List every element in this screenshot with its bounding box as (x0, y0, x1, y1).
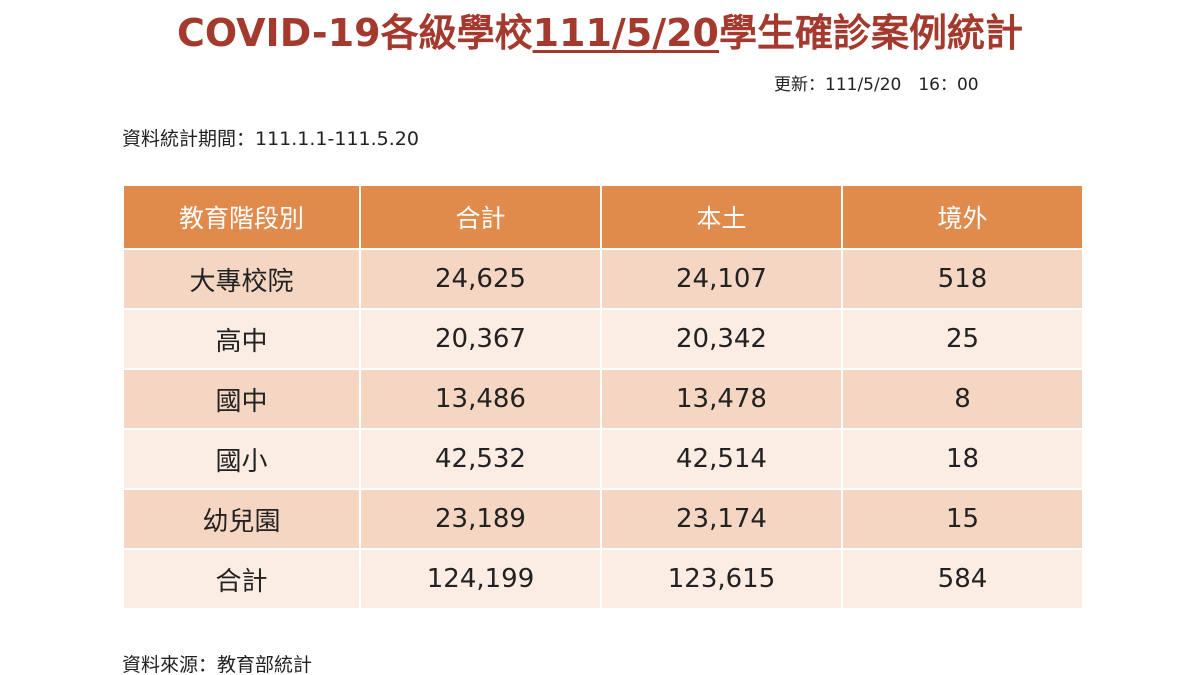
table-row: 高中 20,367 20,342 25 (122, 308, 1084, 370)
data-source-note: 資料來源：教育部統計 (122, 654, 313, 675)
cell-local: 24,107 (600, 248, 843, 310)
cell-stage: 高中 (122, 308, 361, 370)
cell-stage: 大專校院 (122, 248, 361, 310)
cell-local: 123,615 (600, 548, 843, 610)
cell-total: 24,625 (359, 248, 602, 310)
cell-stage: 國小 (122, 428, 361, 490)
table-header-row: 教育階段別 合計 本土 境外 (122, 184, 1084, 250)
cell-imported: 18 (841, 428, 1084, 490)
table-row: 國小 42,532 42,514 18 (122, 428, 1084, 490)
title-prefix: COVID-19各級學校 (176, 11, 533, 55)
cell-stage: 合計 (122, 548, 361, 610)
cell-local: 13,478 (600, 368, 843, 430)
header-cell-total: 合計 (359, 184, 602, 250)
cell-imported: 584 (841, 548, 1084, 610)
cell-total: 124,199 (359, 548, 602, 610)
header-cell-stage: 教育階段別 (122, 184, 361, 250)
page-title: COVID-19各級學校111/5/20學生確診案例統計 (0, 10, 1200, 56)
cases-table: 教育階段別 合計 本土 境外 大專校院 24,625 24,107 518 高中… (122, 184, 1084, 610)
cell-total: 13,486 (359, 368, 602, 430)
cell-imported: 15 (841, 488, 1084, 550)
header-cell-local: 本土 (600, 184, 843, 250)
cell-stage: 幼兒園 (122, 488, 361, 550)
updated-timestamp: 更新：111/5/20 16：00 (774, 75, 979, 95)
cell-imported: 518 (841, 248, 1084, 310)
cell-total: 42,532 (359, 428, 602, 490)
cell-imported: 8 (841, 368, 1084, 430)
cell-local: 42,514 (600, 428, 843, 490)
cell-total: 23,189 (359, 488, 602, 550)
cell-local: 23,174 (600, 488, 843, 550)
statistics-period: 資料統計期間：111.1.1-111.5.20 (122, 128, 419, 150)
title-date: 111/5/20 (532, 11, 719, 55)
header-cell-imported: 境外 (841, 184, 1084, 250)
table-row: 大專校院 24,625 24,107 518 (122, 248, 1084, 310)
table-row: 國中 13,486 13,478 8 (122, 368, 1084, 430)
cell-stage: 國中 (122, 368, 361, 430)
cell-imported: 25 (841, 308, 1084, 370)
cell-local: 20,342 (600, 308, 843, 370)
table-row: 幼兒園 23,189 23,174 15 (122, 488, 1084, 550)
cell-total: 20,367 (359, 308, 602, 370)
table-row-total: 合計 124,199 123,615 584 (122, 548, 1084, 610)
title-suffix: 學生確診案例統計 (719, 11, 1024, 55)
